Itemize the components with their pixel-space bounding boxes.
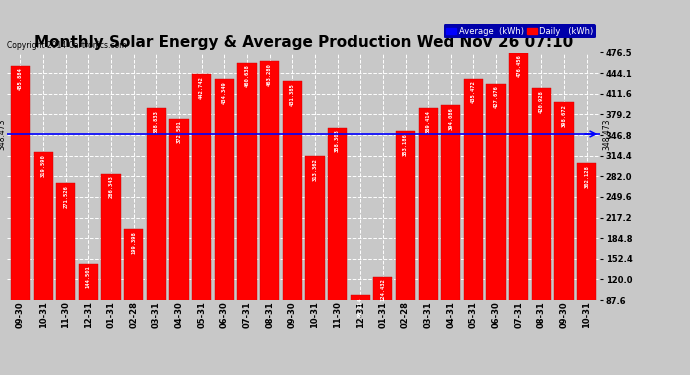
Bar (396, 131, 415, 356)
Bar (373, 276, 393, 356)
Text: 427.676: 427.676 (493, 86, 499, 108)
Text: 431.385: 431.385 (290, 83, 295, 106)
Text: 434.349: 434.349 (221, 81, 227, 104)
Text: 302.128: 302.128 (584, 165, 589, 188)
Text: Copyright 2014 Cartronics.com: Copyright 2014 Cartronics.com (7, 41, 126, 50)
Text: 460.638: 460.638 (244, 64, 250, 87)
Bar (328, 128, 347, 356)
Bar (351, 295, 370, 356)
Bar (34, 152, 52, 356)
Bar (509, 53, 529, 356)
Bar (283, 81, 302, 356)
Text: 435.472: 435.472 (471, 81, 476, 103)
Text: 348.473: 348.473 (0, 118, 7, 150)
Bar (441, 105, 460, 356)
Text: 124.432: 124.432 (380, 279, 386, 301)
Bar (305, 156, 324, 356)
Text: 95.214: 95.214 (357, 297, 363, 316)
Text: 420.928: 420.928 (539, 90, 544, 112)
Bar (170, 118, 188, 356)
Text: 319.590: 319.590 (41, 154, 46, 177)
Text: 394.086: 394.086 (448, 107, 453, 130)
Text: 455.884: 455.884 (18, 68, 23, 90)
Text: 199.398: 199.398 (131, 231, 136, 254)
Text: 144.501: 144.501 (86, 266, 91, 288)
Legend: Average  (kWh), Daily   (kWh): Average (kWh), Daily (kWh) (444, 24, 596, 39)
Bar (124, 229, 144, 356)
Text: 348.473: 348.473 (602, 118, 611, 150)
Text: 271.526: 271.526 (63, 185, 68, 208)
Bar (532, 88, 551, 356)
Bar (11, 66, 30, 356)
Bar (464, 79, 483, 356)
Title: Monthly Solar Energy & Average Production Wed Nov 26 07:10: Monthly Solar Energy & Average Productio… (34, 35, 573, 50)
Bar (555, 102, 573, 356)
Bar (237, 63, 257, 356)
Text: 358.303: 358.303 (335, 130, 340, 152)
Bar (56, 183, 75, 356)
Bar (79, 264, 98, 356)
Text: 476.456: 476.456 (516, 54, 521, 77)
Text: 388.833: 388.833 (154, 110, 159, 133)
Bar (192, 74, 211, 356)
Bar (486, 84, 506, 356)
Bar (260, 61, 279, 356)
Bar (147, 108, 166, 356)
Text: 463.280: 463.280 (267, 63, 272, 86)
Text: 353.186: 353.186 (403, 133, 408, 156)
Text: 398.672: 398.672 (562, 104, 566, 127)
Bar (577, 164, 596, 356)
Bar (419, 108, 437, 356)
Text: 286.343: 286.343 (108, 176, 114, 198)
Bar (215, 80, 234, 356)
Bar (101, 174, 121, 356)
Text: 372.501: 372.501 (177, 121, 181, 143)
Text: 389.414: 389.414 (426, 110, 431, 133)
Text: 442.742: 442.742 (199, 76, 204, 99)
Text: 313.362: 313.362 (313, 158, 317, 181)
